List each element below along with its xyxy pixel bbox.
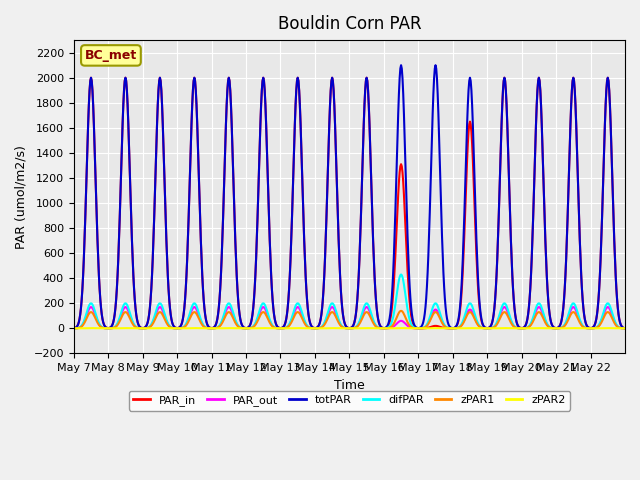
PAR_out <box>70 325 77 331</box>
PAR_out <box>406 324 414 330</box>
zPAR1 <box>406 324 414 329</box>
PAR_out <box>122 304 129 310</box>
totPAR <box>263 144 271 149</box>
totPAR <box>620 325 628 331</box>
totPAR <box>397 62 405 68</box>
difPAR <box>620 325 628 331</box>
PAR_out <box>285 323 292 329</box>
totPAR <box>284 305 291 311</box>
difPAR <box>437 314 445 320</box>
difPAR <box>236 324 243 330</box>
totPAR <box>134 322 142 327</box>
Title: Bouldin Corn PAR: Bouldin Corn PAR <box>278 15 421 33</box>
Text: BC_met: BC_met <box>85 49 137 62</box>
PAR_out <box>264 312 271 318</box>
totPAR <box>437 210 445 216</box>
difPAR <box>284 324 291 329</box>
zPAR1 <box>236 324 243 330</box>
PAR_out <box>437 317 445 323</box>
PAR_out <box>135 325 143 331</box>
PAR_in <box>438 324 446 330</box>
PAR_in <box>406 307 414 312</box>
totPAR <box>70 325 77 331</box>
zPAR2 <box>285 325 292 331</box>
Y-axis label: PAR (umol/m2/s): PAR (umol/m2/s) <box>15 145 28 249</box>
zPAR1 <box>437 318 445 324</box>
PAR_in <box>620 325 628 331</box>
Legend: PAR_in, PAR_out, totPAR, difPAR, zPAR1, zPAR2: PAR_in, PAR_out, totPAR, difPAR, zPAR1, … <box>129 391 570 410</box>
zPAR1 <box>397 308 405 314</box>
zPAR1 <box>620 325 628 331</box>
PAR_in <box>135 323 143 329</box>
zPAR2 <box>236 325 244 331</box>
PAR_out <box>620 325 628 331</box>
difPAR <box>263 307 271 313</box>
difPAR <box>397 272 405 277</box>
zPAR2 <box>70 325 77 331</box>
difPAR <box>134 325 142 331</box>
Line: difPAR: difPAR <box>74 275 624 328</box>
X-axis label: Time: Time <box>334 379 365 392</box>
zPAR2 <box>620 325 628 331</box>
difPAR <box>70 325 77 331</box>
zPAR1 <box>263 313 271 319</box>
Line: totPAR: totPAR <box>74 65 624 328</box>
PAR_in <box>122 75 129 81</box>
zPAR1 <box>284 324 291 330</box>
PAR_out <box>236 324 244 330</box>
Line: PAR_in: PAR_in <box>74 78 624 328</box>
difPAR <box>406 319 414 325</box>
zPAR2 <box>135 325 143 331</box>
PAR_in <box>264 168 271 173</box>
PAR_in <box>417 325 425 331</box>
totPAR <box>236 312 243 317</box>
Line: zPAR1: zPAR1 <box>74 311 624 328</box>
zPAR1 <box>134 325 142 331</box>
PAR_in <box>236 316 244 322</box>
Line: PAR_out: PAR_out <box>74 307 624 328</box>
PAR_in <box>70 325 77 331</box>
totPAR <box>406 296 414 301</box>
zPAR2 <box>406 325 414 331</box>
zPAR2 <box>122 325 129 331</box>
zPAR2 <box>437 325 445 331</box>
zPAR2 <box>264 325 271 331</box>
zPAR1 <box>70 325 77 331</box>
PAR_in <box>285 297 292 302</box>
